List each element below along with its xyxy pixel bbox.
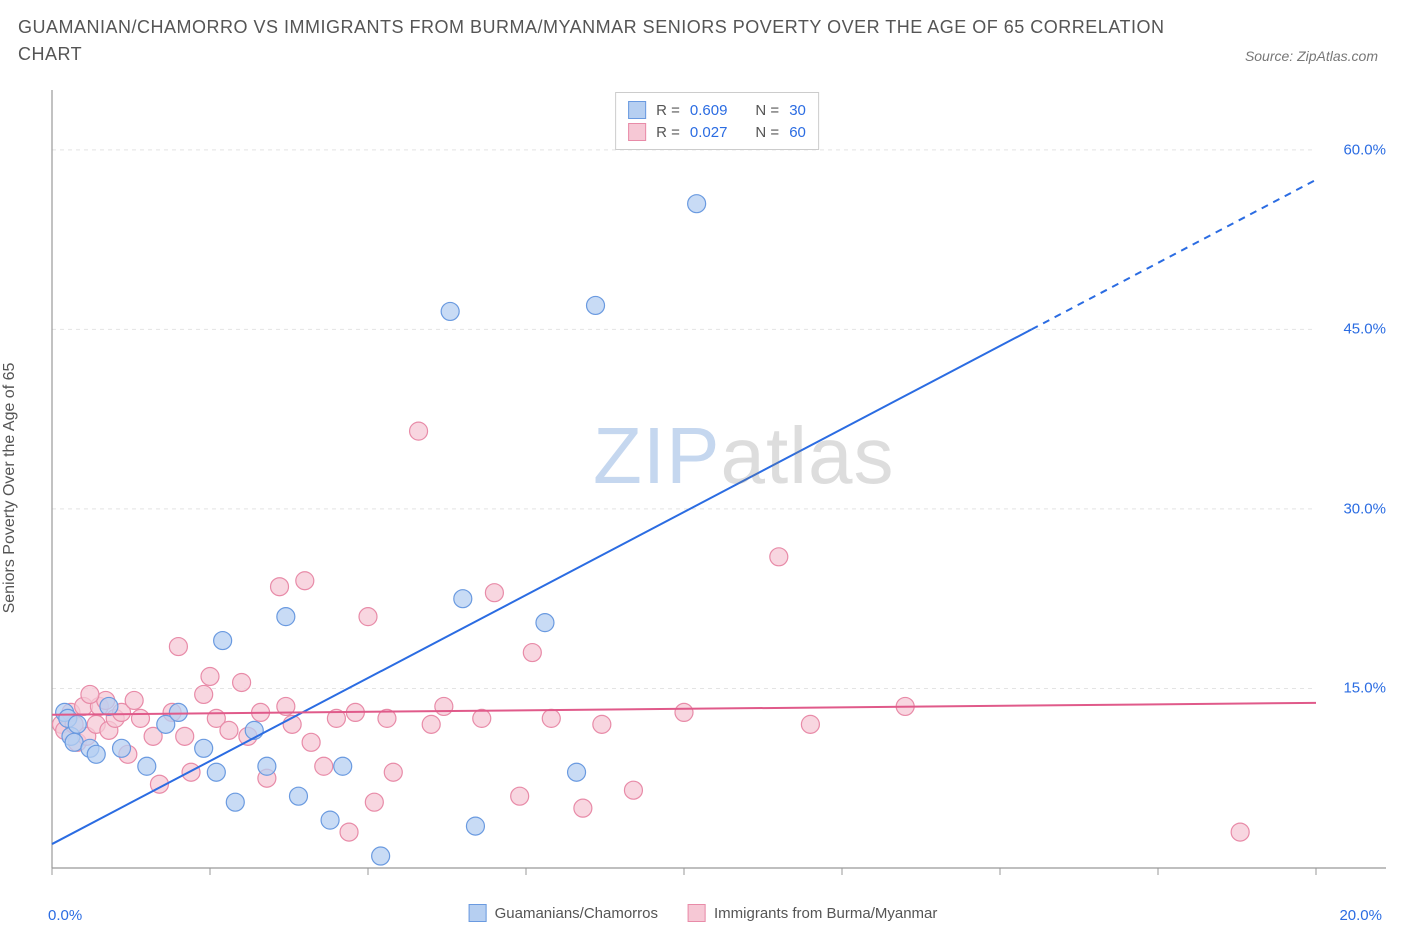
legend-swatch (688, 904, 706, 922)
y-axis-tick-label: 45.0% (1339, 321, 1390, 338)
y-axis-tick-label: 30.0% (1339, 500, 1390, 517)
n-label: N = (755, 102, 779, 119)
x-axis-max-label: 20.0% (1339, 907, 1382, 924)
stats-legend-row: R = 0.609 N = 30 (628, 99, 806, 121)
r-value: 0.027 (690, 124, 728, 141)
scatter-plot (48, 90, 1386, 886)
source-attribution: Source: ZipAtlas.com (1245, 48, 1378, 64)
series-legend-item: Guamanians/Chamorros (469, 904, 658, 922)
r-label: R = (656, 102, 680, 119)
legend-swatch (469, 904, 487, 922)
n-label: N = (755, 124, 779, 141)
stats-legend: R = 0.609 N = 30 R = 0.027 N = 60 (615, 92, 819, 150)
r-label: R = (656, 124, 680, 141)
y-axis-tick-label: 15.0% (1339, 680, 1390, 697)
r-value: 0.609 (690, 102, 728, 119)
chart-area: Seniors Poverty Over the Age of 65 R = 0… (48, 90, 1386, 886)
legend-swatch (628, 101, 646, 119)
chart-title: GUAMANIAN/CHAMORRO VS IMMIGRANTS FROM BU… (18, 14, 1206, 68)
y-axis-label: Seniors Poverty Over the Age of 65 (1, 363, 19, 614)
n-value: 60 (789, 124, 806, 141)
series-legend-item: Immigrants from Burma/Myanmar (688, 904, 937, 922)
x-axis-min-label: 0.0% (48, 907, 82, 924)
series-legend-label: Guamanians/Chamorros (495, 905, 658, 922)
n-value: 30 (789, 102, 806, 119)
stats-legend-row: R = 0.027 N = 60 (628, 121, 806, 143)
y-axis-tick-label: 60.0% (1339, 141, 1390, 158)
series-legend-label: Immigrants from Burma/Myanmar (714, 905, 937, 922)
series-legend: Guamanians/Chamorros Immigrants from Burm… (469, 904, 938, 922)
legend-swatch (628, 123, 646, 141)
